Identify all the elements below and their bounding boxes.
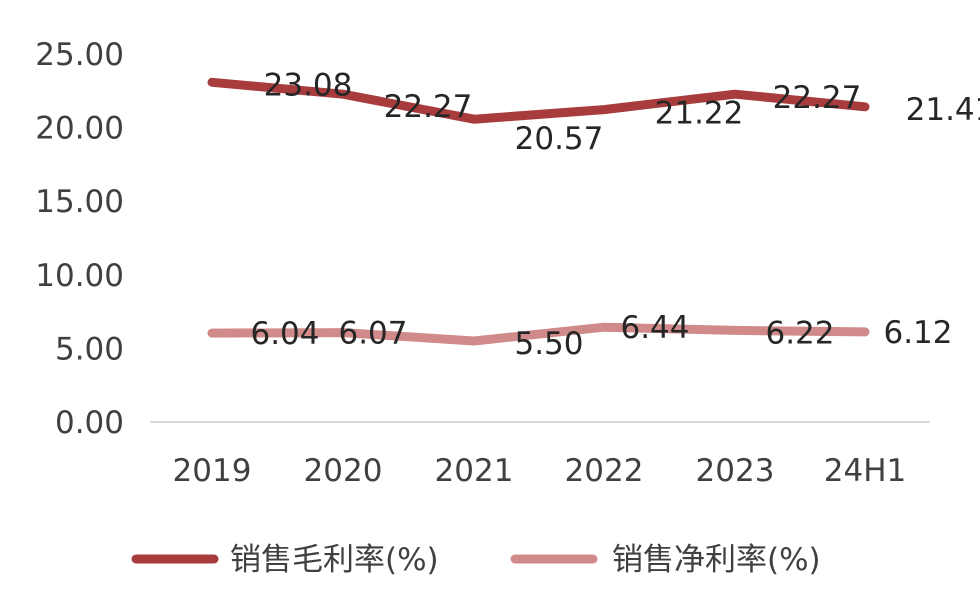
data-label: 6.07 <box>338 316 407 352</box>
x-tick-label: 2023 <box>696 453 775 489</box>
data-label: 5.50 <box>514 326 583 362</box>
series-lines <box>207 77 870 346</box>
data-label: 21.22 <box>655 96 744 132</box>
x-tick-label: 2020 <box>304 453 383 489</box>
y-tick-label: 0.00 <box>55 405 124 441</box>
y-tick-label: 15.00 <box>35 184 124 220</box>
data-label: 6.12 <box>883 315 952 351</box>
x-axis: 2019 2020 2021 2022 2023 24H1 <box>173 453 907 489</box>
data-label: 23.08 <box>264 67 353 103</box>
y-tick-label: 10.00 <box>35 258 124 294</box>
data-labels: 23.08 22.27 20.57 21.22 22.27 21.41 6.04 6.07 5.… <box>250 67 980 362</box>
legend: 销售毛利率(%) 销售净利率(%) <box>131 542 821 578</box>
legend-label: 销售毛利率(%) <box>230 542 439 578</box>
data-label: 22.27 <box>773 80 862 116</box>
series-line-1 <box>207 77 870 124</box>
y-tick-label: 20.00 <box>35 111 124 147</box>
data-label: 6.04 <box>250 316 319 352</box>
data-label: 20.57 <box>515 121 604 157</box>
y-axis: 0.00 5.00 10.00 15.00 20.00 25.00 <box>35 37 124 441</box>
data-label: 6.44 <box>620 310 689 346</box>
data-label: 21.41 <box>906 92 980 128</box>
y-tick-label: 25.00 <box>35 37 124 73</box>
x-tick-label: 24H1 <box>824 453 906 489</box>
series-line-2 <box>207 322 870 346</box>
data-label: 6.22 <box>765 315 834 351</box>
y-tick-label: 5.00 <box>55 331 124 367</box>
data-label: 22.27 <box>384 89 473 125</box>
x-tick-label: 2021 <box>435 453 514 489</box>
x-tick-label: 2022 <box>565 453 644 489</box>
x-tick-label: 2019 <box>173 453 252 489</box>
legend-label: 销售净利率(%) <box>612 542 821 578</box>
